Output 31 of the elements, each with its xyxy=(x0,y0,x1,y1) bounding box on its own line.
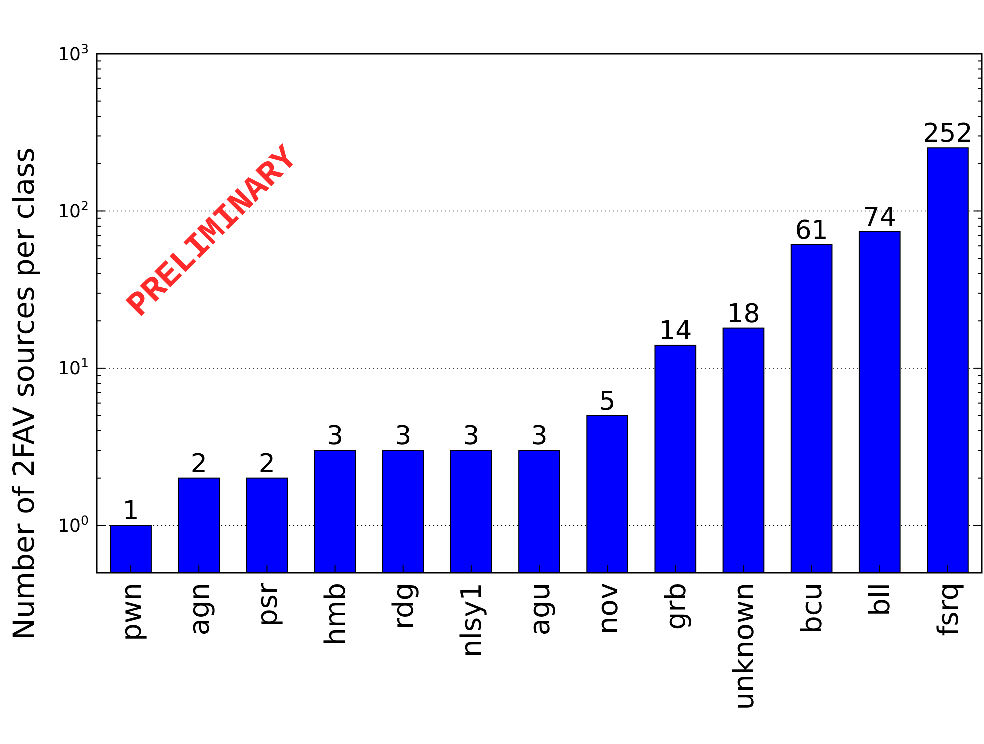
data-label: 3 xyxy=(326,422,344,452)
data-label: 74 xyxy=(863,202,896,233)
y-tick-label: 10$^{2}$ xyxy=(58,198,89,223)
data-label: 5 xyxy=(599,386,616,417)
x-tick-label: bll xyxy=(864,583,897,616)
x-tick-label: agn xyxy=(182,583,216,636)
y-axis-title: Number of 2FAV sources per class xyxy=(7,148,41,640)
x-tick-label: psr xyxy=(250,582,284,627)
x-tick-label: hmb xyxy=(319,583,352,646)
data-label: 1 xyxy=(122,496,140,527)
data-label: 61 xyxy=(795,216,828,246)
x-tick-label: nlsy1 xyxy=(455,583,488,658)
x-tick-label: nov xyxy=(591,583,624,634)
data-label: 18 xyxy=(727,299,760,330)
x-tick-label: bcu xyxy=(796,583,829,634)
data-label: 14 xyxy=(659,316,692,346)
x-tick-label: rdg xyxy=(387,583,420,630)
y-tick-label: 10$^{1}$ xyxy=(58,355,89,380)
x-tick-label: pwn xyxy=(114,583,148,642)
x-tick-label: grb xyxy=(659,583,692,630)
y-tick-label: 10$^{3}$ xyxy=(58,40,89,66)
data-label: 3 xyxy=(463,422,480,452)
data-label: 3 xyxy=(395,422,412,452)
x-tick-label: fsrq xyxy=(932,583,965,636)
x-tick-label: unknown xyxy=(728,583,761,710)
y-tick-label: 10$^{0}$ xyxy=(58,512,89,537)
data-label: 3 xyxy=(531,422,548,452)
data-label: 252 xyxy=(923,119,973,150)
data-label: 2 xyxy=(190,449,208,480)
data-label: 2 xyxy=(258,449,276,480)
x-tick-label: agu xyxy=(523,583,556,636)
